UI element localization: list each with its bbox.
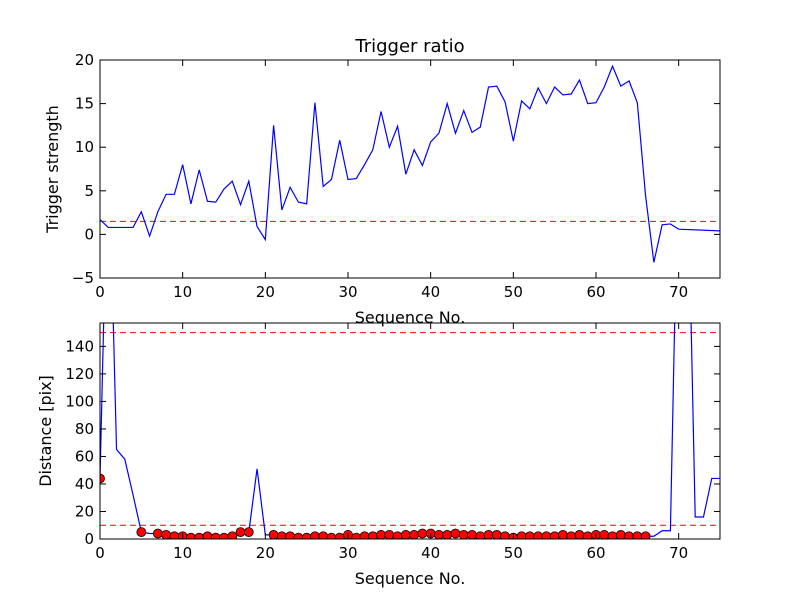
bottom-data-point: [227, 531, 238, 539]
bottom-data-point: [219, 532, 229, 539]
bottom-data-point: [243, 527, 254, 538]
bottom-y-tick-label: 140: [65, 337, 94, 355]
bottom-data-point: [558, 529, 568, 539]
top-x-tick-label: 20: [256, 283, 275, 301]
bottom-y-tick-label: 80: [75, 420, 94, 438]
bottom-data-point: [152, 528, 163, 539]
top-x-tick-label: 70: [669, 283, 688, 301]
top-x-tick-label: 0: [95, 283, 105, 301]
bottom-x-tick-label: 30: [338, 544, 357, 562]
top-y-tick-label: 0: [84, 225, 94, 243]
bottom-data-point: [301, 532, 312, 539]
bottom-x-axis-label: Sequence No.: [355, 569, 466, 588]
bottom-data-point: [136, 527, 147, 538]
chart-title: Trigger ratio: [354, 36, 464, 57]
bottom-data-point: [334, 532, 345, 539]
bottom-y-tick-label: 60: [75, 447, 94, 465]
bottom-y-tick-label: 40: [75, 475, 94, 493]
top-plot-area: [100, 64, 720, 263]
bottom-data-point: [574, 529, 585, 539]
top-x-axis-label: Sequence No.: [355, 308, 466, 327]
top-y-tick-label: 5: [84, 182, 94, 200]
bottom-data-point: [186, 532, 196, 539]
bottom-y-tick-label: 100: [65, 392, 94, 410]
top-y-axis-label: Trigger strength: [43, 105, 62, 234]
bottom-data-point: [599, 529, 610, 539]
bottom-data-point: [467, 529, 477, 539]
bottom-data-point: [210, 532, 221, 539]
bottom-data-point: [640, 531, 651, 539]
top-x-tick-label: 40: [421, 283, 440, 301]
bottom-ticks: 0 10 20 30 40 50 60 70 0 20 40 60 80 100 120 140: [65, 323, 720, 562]
bottom-data-point: [417, 528, 428, 539]
bottom-x-tick-label: 20: [256, 544, 275, 562]
bottom-data-point: [194, 532, 205, 539]
top-y-tick-label: 15: [75, 95, 94, 113]
bottom-plot-area: [100, 323, 720, 539]
bottom-data-point: [434, 529, 444, 539]
bottom-data-point: [491, 529, 502, 539]
bottom-x-tick-label: 70: [669, 544, 688, 562]
bottom-data-point: [161, 529, 172, 539]
bottom-data-point: [409, 529, 420, 539]
bottom-data-point: [376, 529, 386, 539]
top-x-tick-label: 30: [338, 283, 357, 301]
top-chart: Trigger ratio 0 10 20 30 40 50 60 70−505101520 …: [43, 36, 721, 327]
top-x-tick-label: 10: [173, 283, 192, 301]
bottom-chart: 0 10 20 30 40 50 60 70 0 20 40 60 80 100 120 140 Sequen…: [36, 322, 721, 588]
bottom-data-point: [483, 529, 494, 539]
bottom-data-point: [235, 527, 246, 538]
bottom-data-point: [100, 473, 105, 484]
bottom-y-tick-label: 20: [75, 502, 94, 520]
bottom-y-tick-label: 120: [65, 365, 94, 383]
bottom-axes-frame: [99, 322, 721, 540]
bottom-x-tick-label: 60: [586, 544, 605, 562]
bottom-data-point: [384, 529, 395, 539]
bottom-series-line: [100, 323, 720, 539]
bottom-y-tick-label: 0: [84, 530, 94, 548]
bottom-data-point: [268, 529, 279, 539]
bottom-data-point: [293, 532, 304, 539]
bottom-x-tick-label: 10: [173, 544, 192, 562]
top-y-tick-label: 20: [75, 51, 94, 69]
bottom-data-point: [615, 529, 626, 539]
bottom-x-tick-label: 0: [95, 544, 105, 562]
bottom-data-point: [326, 532, 337, 539]
bottom-y-axis-label: Distance [pix]: [36, 375, 55, 487]
top-x-tick-label: 50: [504, 283, 523, 301]
bottom-x-tick-label: 40: [421, 544, 440, 562]
bottom-data-point: [450, 528, 461, 539]
bottom-data-point: [458, 529, 469, 539]
top-axes-frame: [99, 59, 721, 279]
bottom-data-point: [442, 529, 453, 539]
bottom-x-tick-label: 50: [504, 544, 523, 562]
top-x-tick-label: 60: [586, 283, 605, 301]
bottom-data-point: [351, 532, 362, 539]
top-series-line: [100, 64, 720, 263]
top-y-tick-label: −5: [72, 269, 94, 287]
top-y-tick-label: 10: [75, 138, 94, 156]
bottom-data-point: [400, 529, 411, 539]
